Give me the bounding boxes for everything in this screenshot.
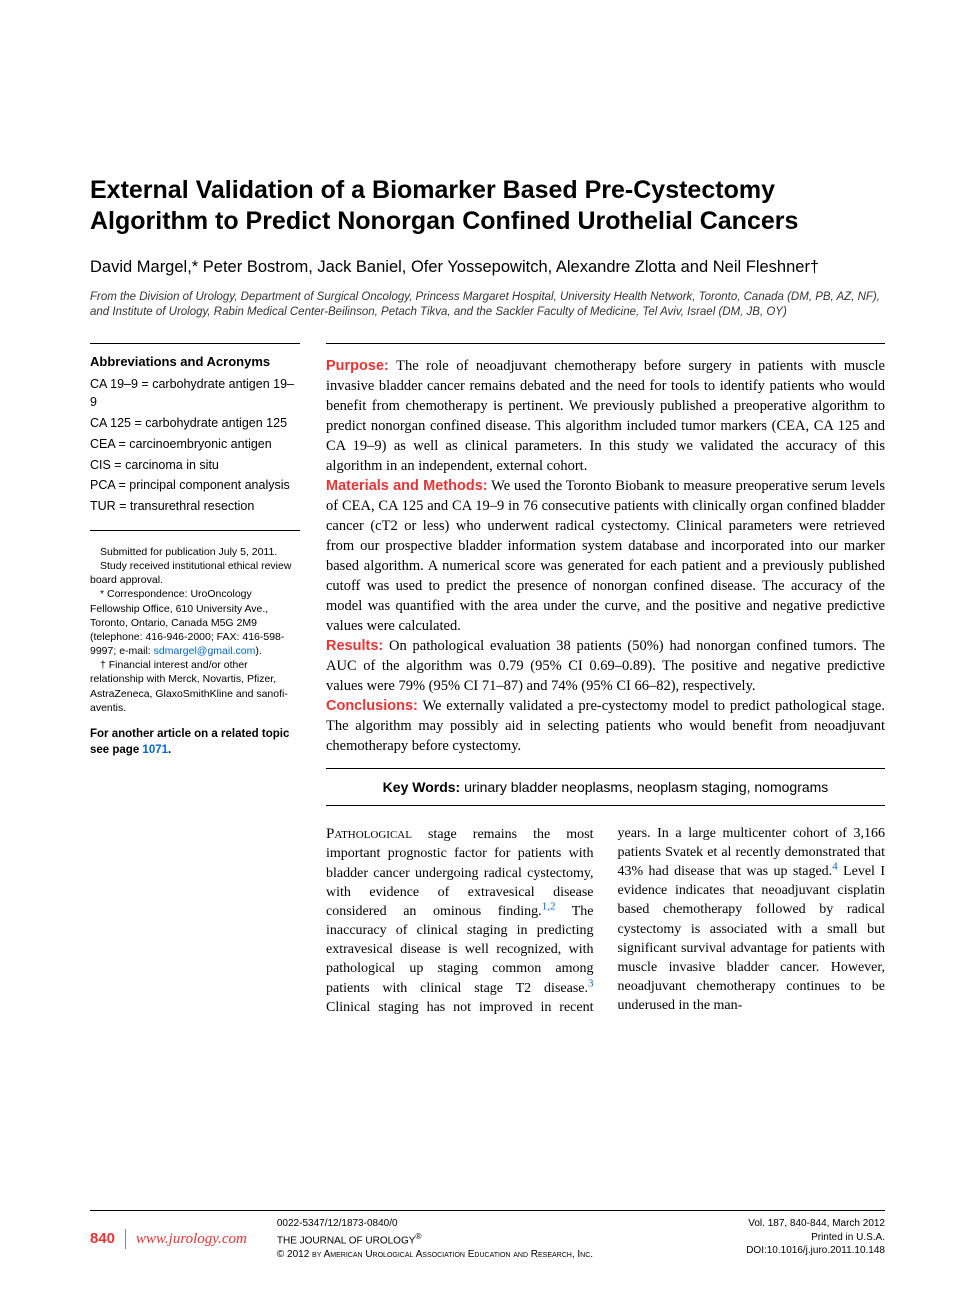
abbrev-item: CEA = carcinoembryonic antigen xyxy=(90,435,300,454)
page-number: 840 xyxy=(90,1229,126,1249)
keywords-text: urinary bladder neoplasms, neoplasm stag… xyxy=(460,779,828,795)
abbrev-item: PCA = principal component analysis xyxy=(90,476,300,495)
methods-label: Materials and Methods: xyxy=(326,478,488,494)
body-first-word: Pathological xyxy=(326,826,412,842)
abbrev-item: CA 19–9 = carbohydrate antigen 19–9 xyxy=(90,375,300,413)
footer-center: 0022-5347/12/1873-0840/0 THE JOURNAL OF … xyxy=(277,1217,746,1261)
abbrev-item: CIS = carcinoma in situ xyxy=(90,456,300,475)
page-footer: 840 www.jurology.com 0022-5347/12/1873-0… xyxy=(90,1210,885,1261)
correspondence-email-link[interactable]: sdmargel@gmail.com xyxy=(154,645,256,657)
purpose-text: The role of neoadjuvant chemotherapy bef… xyxy=(326,358,885,474)
ref-link[interactable]: 1,2 xyxy=(542,900,556,912)
body-text: Pathological stage remains the most impo… xyxy=(326,824,885,1017)
article-title: External Validation of a Biomarker Based… xyxy=(90,175,885,238)
abbrev-item: TUR = transurethral resection xyxy=(90,497,300,516)
footer-copyright: © 2012 by American Urological Associatio… xyxy=(277,1248,746,1262)
results-text: On pathological evaluation 38 patients (… xyxy=(326,638,885,694)
journal-url[interactable]: www.jurology.com xyxy=(136,1229,247,1249)
purpose-label: Purpose: xyxy=(326,358,389,374)
footer-issn: 0022-5347/12/1873-0840/0 xyxy=(277,1217,746,1231)
related-page-link[interactable]: 1071 xyxy=(142,744,168,756)
sidebar-column: Abbreviations and Acronyms CA 19–9 = car… xyxy=(90,343,300,758)
footnote-correspondence: * Correspondence: UroOncology Fellowship… xyxy=(90,587,300,658)
footer-right: Vol. 187, 840-844, March 2012 Printed in… xyxy=(746,1217,885,1261)
footer-left: 840 www.jurology.com xyxy=(90,1217,247,1261)
conclusions-label: Conclusions: xyxy=(326,698,418,714)
abbrev-item: CA 125 = carbohydrate antigen 125 xyxy=(90,414,300,433)
footer-doi: DOI:10.1016/j.juro.2011.10.148 xyxy=(746,1244,885,1258)
keywords-box: Key Words: urinary bladder neoplasms, ne… xyxy=(326,768,885,806)
related-article-note: For another article on a related topic s… xyxy=(90,727,300,758)
footer-volume: Vol. 187, 840-844, March 2012 xyxy=(746,1217,885,1231)
footnote-submitted: Submitted for publication July 5, 2011. xyxy=(90,545,300,559)
ref-link[interactable]: 3 xyxy=(588,977,594,989)
affiliation-text: From the Division of Urology, Department… xyxy=(90,290,885,321)
footer-journal: THE JOURNAL OF UROLOGY® xyxy=(277,1231,746,1248)
results-label: Results: xyxy=(326,638,383,654)
keywords-label: Key Words: xyxy=(383,779,461,795)
methods-text: We used the Toronto Biobank to measure p… xyxy=(326,478,885,634)
abbreviations-box: Abbreviations and Acronyms CA 19–9 = car… xyxy=(90,343,300,531)
author-list: David Margel,* Peter Bostrom, Jack Banie… xyxy=(90,256,885,278)
footnote-conflict: † Financial interest and/or other relati… xyxy=(90,658,300,715)
main-content-column: Purpose: The role of neoadjuvant chemoth… xyxy=(326,343,885,1017)
footnote-ethics: Study received institutional ethical rev… xyxy=(90,559,300,587)
abstract-block: Purpose: The role of neoadjuvant chemoth… xyxy=(326,343,885,756)
abbrev-heading: Abbreviations and Acronyms xyxy=(90,354,300,371)
page-container: External Validation of a Biomarker Based… xyxy=(0,0,975,1305)
main-columns: Abbreviations and Acronyms CA 19–9 = car… xyxy=(90,343,885,1017)
footnotes-block: Submitted for publication July 5, 2011. … xyxy=(90,545,300,715)
footer-printed: Printed in U.S.A. xyxy=(746,1231,885,1245)
